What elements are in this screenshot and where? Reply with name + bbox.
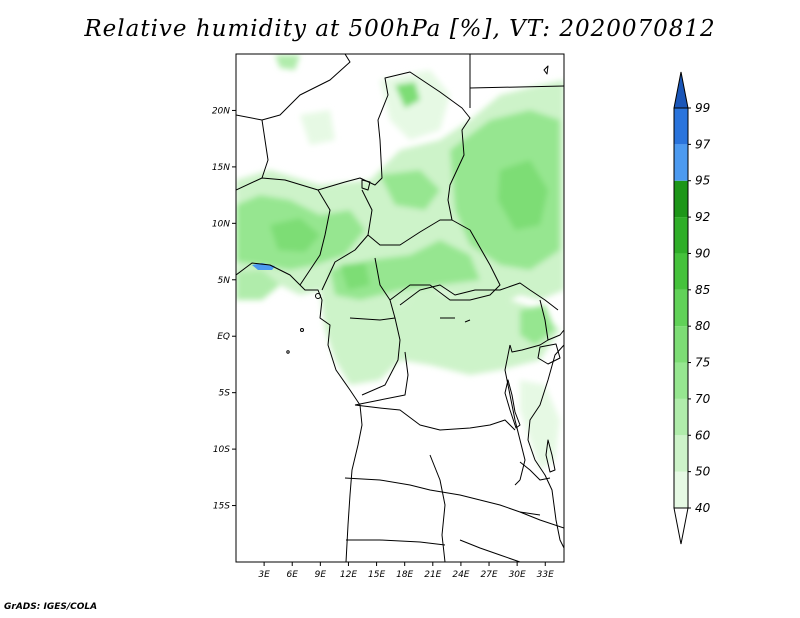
- lon-tick-label: 27E: [480, 570, 497, 580]
- latitude-axis: 20N 15N 10N 5N EQ 5S 10S 15S: [212, 106, 236, 512]
- lon-tick-label: 21E: [424, 570, 441, 580]
- lat-tick-label: 15N: [212, 163, 230, 173]
- lon-tick-label: 6E: [287, 570, 299, 580]
- colorbar: 40 50 60 70 75 80 85 90 92 95 97 99: [673, 71, 711, 545]
- border-central-5: [399, 282, 559, 311]
- credit-label: GrADS: IGES/COLA: [4, 602, 98, 612]
- colorbar-segment: [674, 108, 688, 145]
- colorbar-arrow-high: [673, 71, 689, 109]
- colorbar-arrow-low: [673, 507, 689, 545]
- border-congo-4: [504, 344, 526, 481]
- border-congo-5: [344, 477, 481, 501]
- colorbar-segment: [674, 362, 688, 399]
- border-congo-2: [354, 351, 409, 406]
- border-congo-3: [354, 404, 516, 431]
- lake-chad: [361, 179, 371, 191]
- lon-tick-label: 15E: [368, 570, 385, 580]
- border-north-3: [261, 119, 269, 179]
- colorbar-segment: [674, 180, 688, 218]
- border-south-3: [519, 461, 551, 481]
- border-central-1: [299, 189, 331, 286]
- lat-tick-label: 10N: [212, 219, 230, 229]
- colorbar-segment: [674, 289, 688, 327]
- colorbar-outline: [673, 107, 689, 509]
- border-south-2: [479, 499, 564, 529]
- lon-tick-label: 24E: [452, 570, 469, 580]
- border-south-4: [346, 539, 446, 546]
- chart-title: Relative humidity at 500hPa [%], VT: 202…: [84, 16, 716, 42]
- border-south-5: [459, 539, 521, 562]
- lat-tick-label: 15S: [213, 502, 230, 512]
- lon-tick-label: 33E: [537, 570, 554, 580]
- colorbar-label: 99: [695, 101, 710, 115]
- lat-tick-label: EQ: [217, 332, 230, 342]
- border-central-2: [321, 189, 373, 291]
- coastline-west: [236, 262, 363, 562]
- border-east-2: [547, 329, 564, 341]
- longitude-axis: 3E 6E 9E 12E 15E 18E 21E 24E 27E 30E 33E: [258, 562, 554, 580]
- border-north-5: [469, 85, 564, 89]
- lat-tick-label: 5N: [218, 276, 231, 286]
- colorbar-label: 75: [695, 356, 710, 370]
- colorbar-segment: [674, 398, 688, 436]
- colorbar-label: 92: [695, 210, 710, 224]
- lat-tick-label: 5S: [219, 389, 231, 399]
- colorbar-segment: [674, 435, 688, 472]
- colorbar-label: 50: [695, 465, 711, 479]
- colorbar-segment: [674, 471, 688, 508]
- humidity-field: [236, 55, 564, 470]
- map-frame: [235, 53, 565, 563]
- lat-tick-label: 20N: [212, 106, 230, 116]
- colorbar-label: 40: [695, 501, 711, 515]
- humidity-area-central: [320, 290, 560, 385]
- colorbar-label: 60: [695, 428, 711, 442]
- colorbar-label: 70: [695, 392, 711, 406]
- colorbar-label: 97: [695, 137, 711, 151]
- humidity-area-sahara: [380, 70, 450, 140]
- humidity-area-east: [520, 380, 560, 470]
- lat-tick-label: 10S: [213, 445, 230, 455]
- border-central-4: [349, 257, 396, 321]
- lake-tanganyika: [504, 379, 521, 429]
- colorbar-segment: [674, 144, 688, 181]
- border-central-3: [367, 219, 452, 246]
- colorbar-segment: [674, 217, 688, 254]
- lon-tick-label: 9E: [315, 570, 327, 580]
- colorbar-segment: [674, 326, 688, 363]
- lon-tick-label: 3E: [258, 570, 270, 580]
- colorbar-label: 80: [695, 319, 711, 333]
- borders-and-coastlines: [236, 54, 564, 562]
- lon-tick-label: 30E: [509, 570, 526, 580]
- lake-malawi: [545, 439, 556, 473]
- colorbar-label: 90: [695, 246, 711, 260]
- border-north-1: [236, 71, 501, 301]
- lake-victoria: [537, 343, 561, 365]
- lon-tick-label: 12E: [340, 570, 357, 580]
- border-south-1: [429, 454, 446, 562]
- colorbar-segment: [674, 253, 688, 290]
- lon-tick-label: 18E: [396, 570, 413, 580]
- coastline-east: [527, 344, 564, 549]
- border-congo-1: [361, 317, 401, 396]
- colorbar-label: 85: [695, 283, 710, 297]
- border-east-1: [509, 299, 549, 353]
- colorbar-label: 95: [695, 174, 710, 188]
